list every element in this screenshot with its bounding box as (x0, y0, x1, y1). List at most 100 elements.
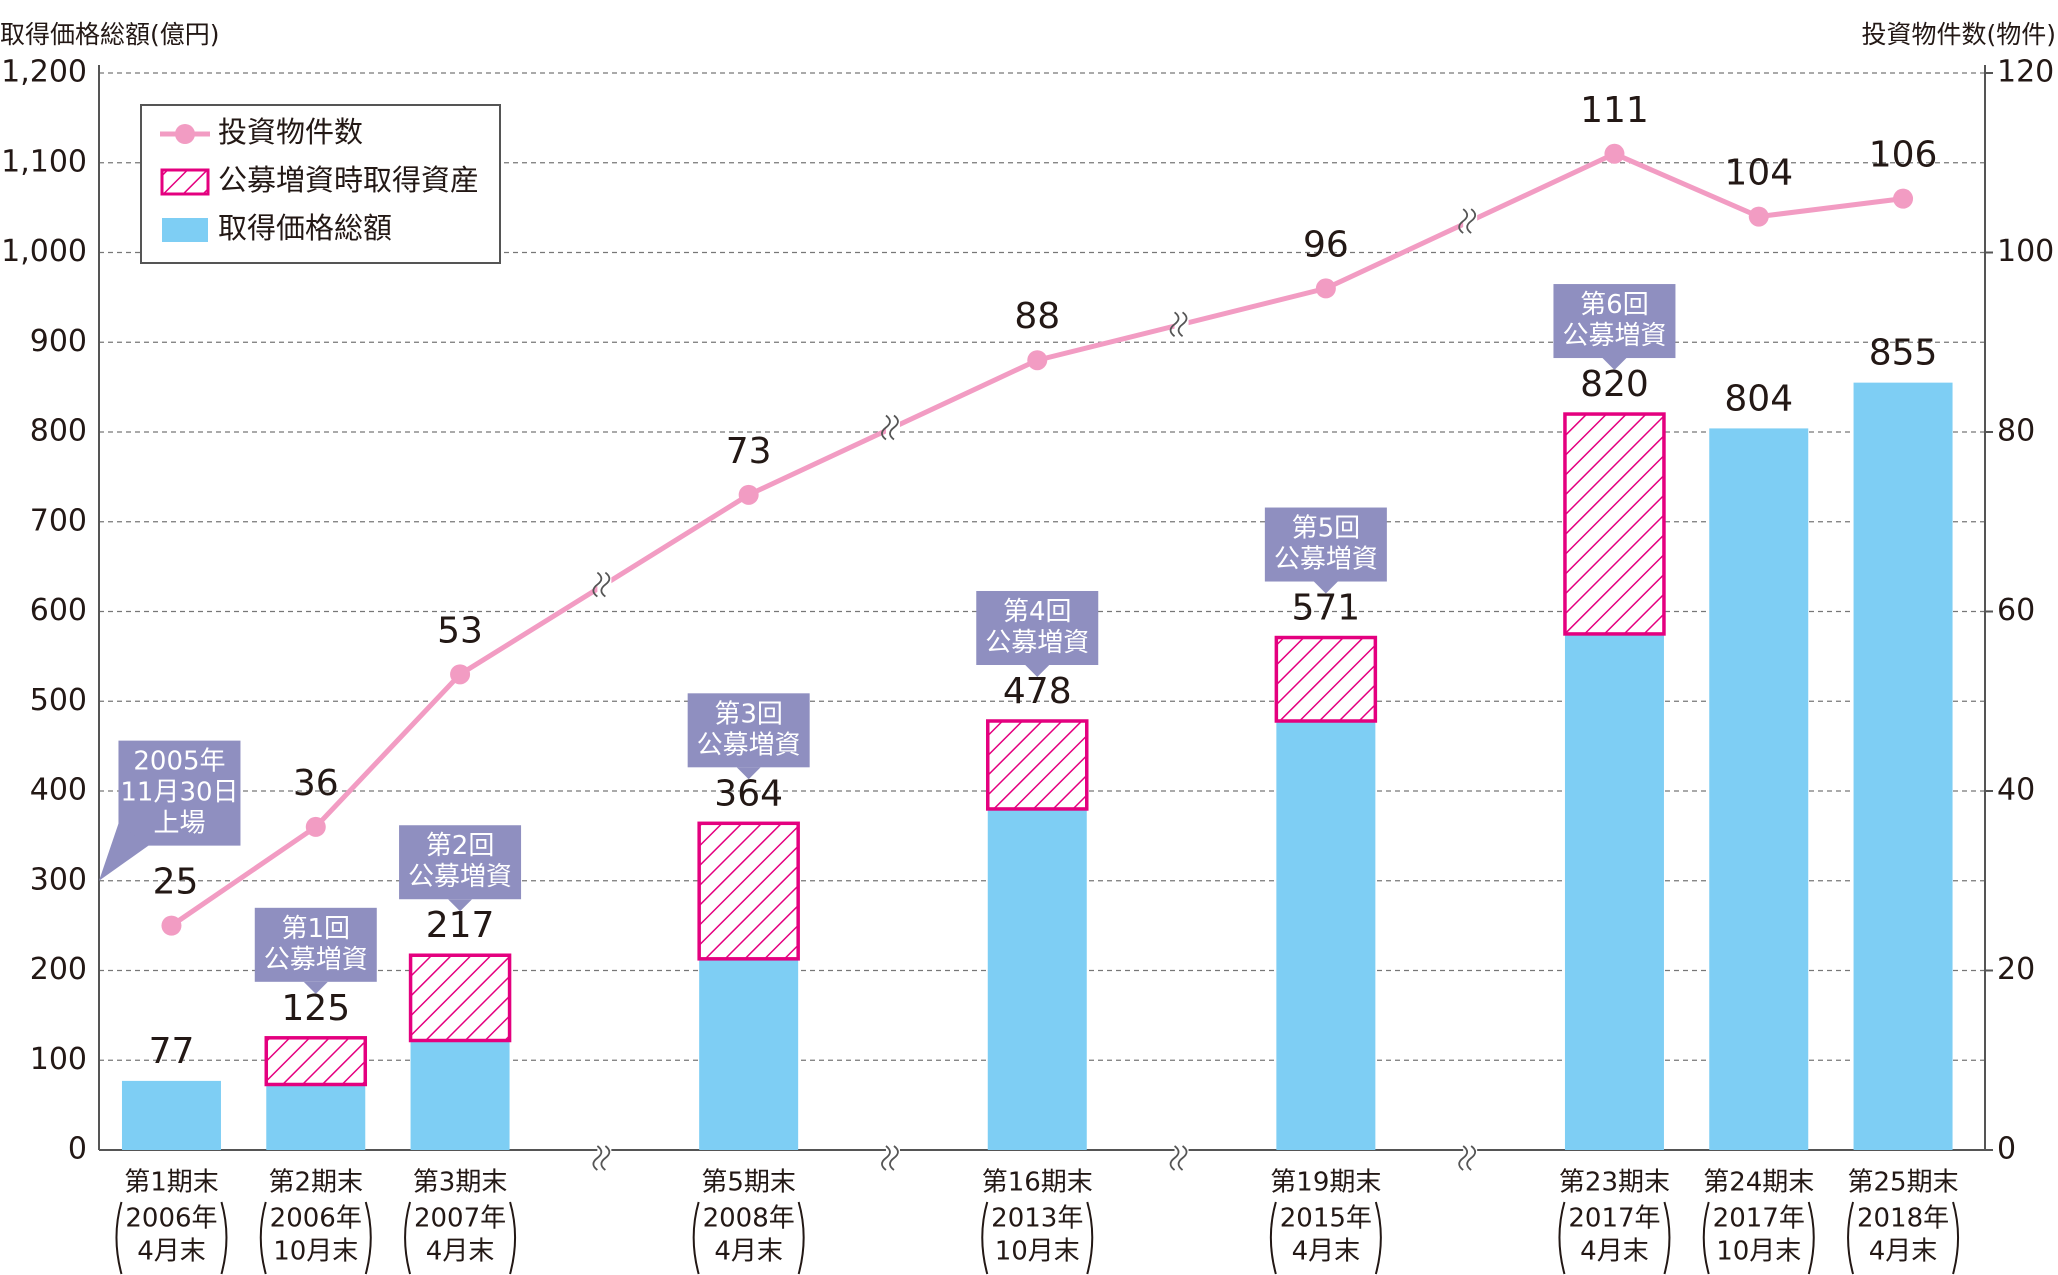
break-mark (600, 571, 611, 598)
x-tick-sublabel: 4月末 (1292, 1237, 1361, 1267)
line-label: 25 (153, 862, 199, 903)
y2-tick-label: 20 (1997, 952, 2035, 987)
callout-text: 11月30日 (120, 778, 238, 808)
bracket (1702, 1201, 1710, 1275)
line-label: 106 (1869, 135, 1938, 176)
break-mark (1177, 1145, 1188, 1171)
y-tick-label: 600 (30, 593, 87, 628)
legend-label: 投資物件数 (218, 115, 363, 149)
x-tick-sublabel: 2018年 (1857, 1204, 1949, 1234)
line-point (1604, 143, 1625, 164)
x-tick-label: 第5期末 (701, 1168, 796, 1198)
break-mark (592, 1145, 603, 1171)
bar (697, 821, 800, 961)
y2-axis-title: 投資物件数(物件) (1861, 20, 2056, 49)
callout-text: 第6回 (1580, 290, 1649, 320)
total-label: 364 (714, 773, 783, 814)
x-tick-label: 第24期末 (1703, 1168, 1814, 1198)
line-label: 36 (293, 763, 339, 804)
x-tick-sublabel: 2013年 (991, 1204, 1083, 1234)
y-tick-label: 500 (30, 683, 87, 718)
bracket (1374, 1201, 1382, 1275)
bar (699, 958, 799, 1150)
break-mark (881, 414, 891, 441)
line-point (450, 664, 471, 685)
x-tick-sublabel: 2008年 (703, 1204, 795, 1234)
break-mark (1466, 1145, 1477, 1171)
bracket (1847, 1201, 1855, 1275)
line-label: 104 (1724, 153, 1793, 194)
x-tick-label: 第2期末 (268, 1168, 363, 1198)
x-tick-sublabel: 2017年 (1713, 1204, 1805, 1234)
bar (1276, 720, 1376, 1150)
callout-box (1553, 284, 1676, 359)
x-tick-sublabel: 2015年 (1280, 1204, 1372, 1234)
legend-label: 公募増資時取得資産 (218, 163, 479, 197)
bracket (509, 1201, 517, 1275)
x-tick-sublabel: 10月末 (995, 1237, 1080, 1267)
total-label: 820 (1580, 364, 1649, 405)
bar (1274, 635, 1378, 723)
bracket (1952, 1201, 1959, 1275)
x-tick-label: 第16期末 (982, 1168, 1093, 1198)
line-break (1169, 311, 1189, 338)
x-axis-break (881, 1145, 900, 1171)
bracket (404, 1201, 412, 1275)
break-mark (1458, 1145, 1469, 1171)
x-tick-sublabel: 4月末 (1580, 1237, 1649, 1267)
total-label: 478 (1003, 671, 1072, 712)
bar (1853, 382, 1953, 1150)
x-tick-sublabel: 4月末 (714, 1237, 783, 1267)
y2-tick-label: 40 (1997, 773, 2035, 808)
x-tick-label: 第3期末 (413, 1168, 508, 1198)
callout-text: 公募増資 (408, 862, 512, 892)
x-axis-break (1169, 1145, 1189, 1171)
x-tick-sublabel: 4月末 (1869, 1237, 1938, 1267)
callout-text: 第3回 (714, 699, 783, 729)
bracket (1807, 1201, 1815, 1275)
legend-key (162, 218, 208, 242)
x-tick-sublabel: 2006年 (125, 1204, 217, 1234)
y2-tick-label: 0 (1997, 1132, 2016, 1167)
line-point (1748, 206, 1769, 227)
y-tick-label: 200 (30, 952, 87, 987)
break-mark (1466, 208, 1477, 234)
break-mark (1169, 311, 1180, 338)
callout-box (1264, 507, 1387, 582)
callout-text: 2005年 (133, 747, 225, 777)
y2-tick-label: 100 (1997, 234, 2054, 269)
y2-tick-label: 80 (1997, 414, 2035, 449)
x-tick-sublabel: 4月末 (426, 1237, 495, 1267)
x-tick-sublabel: 10月末 (273, 1237, 358, 1267)
line-point (1315, 278, 1336, 299)
line-point (305, 816, 326, 837)
y2-tick-label: 120 (1997, 55, 2054, 90)
line-label: 96 (1303, 224, 1349, 265)
total-label: 804 (1724, 378, 1793, 419)
callout-pointer (1313, 581, 1338, 594)
callout-text: 公募増資 (264, 945, 368, 975)
legend-key (175, 124, 195, 144)
callout-pointer (303, 981, 328, 994)
y-tick-label: 900 (30, 324, 87, 359)
bar (410, 1040, 510, 1150)
y-tick-label: 300 (30, 862, 87, 897)
legend-key (160, 168, 210, 196)
line-label: 53 (437, 610, 483, 651)
break-mark (1458, 208, 1469, 234)
x-tick-sublabel: 2017年 (1568, 1204, 1660, 1234)
break-mark (889, 1145, 899, 1171)
total-label: 571 (1291, 588, 1360, 629)
line-break (881, 414, 900, 441)
callout-text: 第2回 (426, 831, 495, 861)
callout-text: 第5回 (1292, 514, 1361, 544)
y-tick-label: 1,000 (1, 234, 87, 269)
callout-text: 公募増資 (1274, 545, 1378, 575)
y-axis-title: 取得価格総額(億円) (0, 20, 220, 49)
callout-pointer (1025, 664, 1050, 677)
break-mark (889, 414, 899, 441)
